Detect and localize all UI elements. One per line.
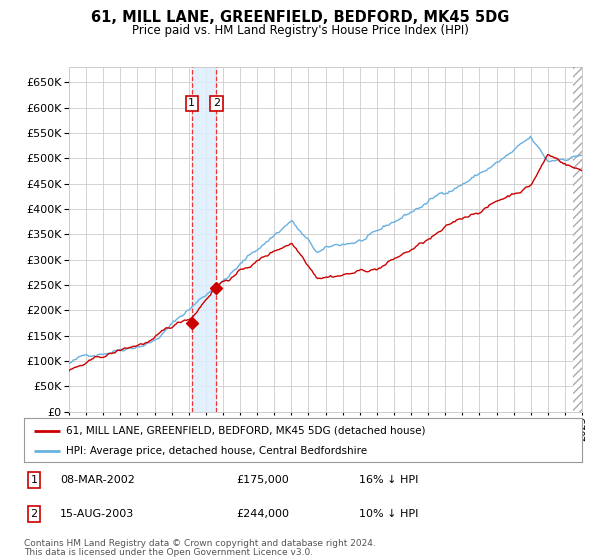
Text: This data is licensed under the Open Government Licence v3.0.: This data is licensed under the Open Gov… xyxy=(24,548,313,557)
Text: £244,000: £244,000 xyxy=(236,509,289,519)
Text: 15-AUG-2003: 15-AUG-2003 xyxy=(60,509,134,519)
Text: 61, MILL LANE, GREENFIELD, BEDFORD, MK45 5DG (detached house): 61, MILL LANE, GREENFIELD, BEDFORD, MK45… xyxy=(66,426,425,436)
Text: 2: 2 xyxy=(31,509,38,519)
Text: 10% ↓ HPI: 10% ↓ HPI xyxy=(359,509,418,519)
Text: £175,000: £175,000 xyxy=(236,475,289,485)
Bar xyxy=(192,67,217,412)
Text: 16% ↓ HPI: 16% ↓ HPI xyxy=(359,475,418,485)
Text: 2: 2 xyxy=(213,99,220,109)
Text: 1: 1 xyxy=(188,99,195,109)
Text: HPI: Average price, detached house, Central Bedfordshire: HPI: Average price, detached house, Cent… xyxy=(66,446,367,456)
Text: 1: 1 xyxy=(31,475,38,485)
Text: Contains HM Land Registry data © Crown copyright and database right 2024.: Contains HM Land Registry data © Crown c… xyxy=(24,539,376,548)
Text: Price paid vs. HM Land Registry's House Price Index (HPI): Price paid vs. HM Land Registry's House … xyxy=(131,24,469,36)
Text: 61, MILL LANE, GREENFIELD, BEDFORD, MK45 5DG: 61, MILL LANE, GREENFIELD, BEDFORD, MK45… xyxy=(91,10,509,25)
Text: 08-MAR-2002: 08-MAR-2002 xyxy=(60,475,135,485)
